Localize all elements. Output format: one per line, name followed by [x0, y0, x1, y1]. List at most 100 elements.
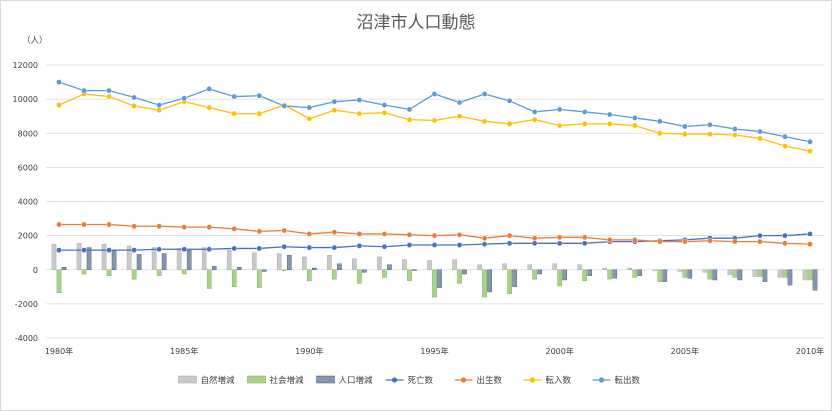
x-tick-label: 2000年	[545, 346, 573, 356]
point-転入数-1984	[156, 107, 162, 114]
point-転入数-1983	[131, 103, 137, 109]
point-転出数-1992	[356, 97, 363, 103]
bar-社会増減-1991	[332, 269, 337, 280]
point-出生数-2002	[606, 237, 613, 243]
point-転入数-2005	[682, 131, 688, 137]
bar-人口増減-2006	[712, 269, 718, 281]
y-tick-label: 10000	[13, 95, 38, 104]
bar-社会増減-2002	[607, 269, 613, 280]
bar-自然増減-1987	[226, 249, 232, 270]
bar-社会増減-1989	[282, 269, 287, 271]
x-tick-label: 2005年	[671, 346, 699, 356]
point-出生数-1990	[306, 231, 313, 237]
bar-自然増減-2007	[727, 269, 733, 276]
point-出生数-1985	[181, 224, 187, 230]
bar-自然増減-1982	[101, 243, 107, 270]
point-転入数-2009	[782, 143, 788, 149]
bar-社会増減-1996	[457, 269, 462, 284]
bar-社会増減-2001	[582, 269, 587, 282]
point-出生数-2004	[657, 238, 663, 245]
bar-人口増減-1993	[387, 264, 392, 270]
point-死亡数-1996	[456, 242, 463, 248]
legend-swatch-人口増減	[316, 375, 335, 384]
point-死亡数-1988	[256, 245, 263, 252]
legend-label-死亡数: 死亡数	[408, 375, 434, 386]
bar-自然増減-2009	[777, 269, 783, 278]
bar-自然増減-1993	[377, 256, 382, 270]
legend-marker-死亡数	[391, 377, 398, 383]
bar-人口増減-1998	[512, 269, 517, 288]
point-死亡数-1984	[156, 246, 162, 253]
point-転入数-1994	[406, 116, 413, 123]
x-tick-label: 1990年	[295, 346, 323, 356]
bar-人口増減-1994	[412, 269, 417, 271]
x-tick-labels: 1980年 1985年 1990年 1995年 2000年 2005年 2010年	[45, 346, 824, 356]
point-出生数-2007	[732, 238, 738, 245]
point-死亡数-1999	[531, 240, 538, 247]
bar-社会増減-2007	[732, 269, 738, 278]
point-転入数-2000	[556, 122, 563, 129]
y-tick-labels: -4000 -2000 0 2000 4000 6000 8000 10000 12000	[13, 61, 38, 343]
point-転入数-2007	[732, 132, 738, 138]
point-転入数-1986	[206, 104, 212, 111]
bar-自然増減-1998	[502, 263, 507, 270]
point-出生数-1998	[506, 232, 513, 239]
bar-自然増減-2005	[677, 269, 683, 272]
y-tick-label: 0	[33, 266, 38, 275]
bar-社会増減-1999	[532, 269, 537, 280]
point-出生数-1981	[81, 221, 87, 228]
legend: 自然増減 社会増減 人口増減 死亡数 出生数 転入数 転出数	[178, 375, 641, 386]
bar-自然増減-1992	[352, 258, 357, 270]
point-出生数-2010	[807, 241, 813, 247]
bar-社会増減-2003	[632, 269, 638, 278]
bar-社会増減-1994	[407, 269, 412, 282]
legend-marker-転出数	[598, 377, 605, 383]
point-死亡数-1998	[506, 240, 513, 247]
point-死亡数-1994	[406, 242, 413, 248]
bar-人口増減-1997	[487, 269, 492, 293]
bar-自然増減-1999	[527, 264, 532, 270]
legend-label-出生数: 出生数	[477, 375, 503, 386]
bar-人口増減-2008	[762, 269, 768, 282]
legend-swatch-社会増減	[247, 375, 266, 384]
point-死亡数-1983	[131, 247, 137, 253]
point-転出数-1994	[406, 106, 413, 113]
bar-社会増減-2000	[557, 269, 562, 287]
bar-人口増減-2010	[812, 269, 818, 291]
point-転入数-2003	[631, 122, 638, 129]
bar-自然増減-1984	[151, 247, 157, 270]
point-転出数-1993	[381, 102, 388, 108]
point-出生数-1995	[431, 232, 438, 239]
x-tick-label: 2010年	[796, 346, 824, 356]
point-転出数-2001	[581, 109, 588, 115]
line-転出数	[58, 81, 811, 143]
x-tick-label: 1980年	[45, 346, 73, 356]
bar-人口増減-1982	[111, 249, 117, 270]
bar-自然増減-1989	[277, 253, 282, 270]
y-tick-label: 12000	[13, 61, 38, 70]
point-転出数-1996	[456, 99, 463, 106]
point-転出数-2000	[556, 106, 563, 113]
point-転出数-1990	[306, 104, 313, 111]
bar-人口増減-1990	[312, 267, 317, 270]
bar-社会増減-1992	[357, 269, 362, 284]
legend-label-転入数: 転入数	[546, 375, 572, 386]
bar-人口増減-2003	[637, 269, 643, 276]
point-出生数-2001	[581, 234, 588, 241]
gridlines	[46, 64, 824, 339]
legend-label-転出数: 転出数	[615, 375, 641, 386]
point-転出数-2002	[606, 111, 613, 118]
line-series	[56, 79, 813, 253]
bar-人口増減-1986	[211, 266, 217, 270]
point-転出数-2010	[807, 138, 813, 145]
bar-人口増減-1991	[337, 263, 342, 270]
bar-人口増減-2001	[587, 269, 592, 276]
point-転出数-2008	[757, 128, 763, 135]
point-転入数-1998	[506, 121, 513, 127]
point-死亡数-1981	[81, 247, 87, 253]
bar-社会増減-2006	[707, 269, 713, 280]
point-出生数-1993	[381, 231, 388, 237]
point-出生数-2006	[707, 237, 713, 244]
point-死亡数-1982	[106, 247, 112, 253]
